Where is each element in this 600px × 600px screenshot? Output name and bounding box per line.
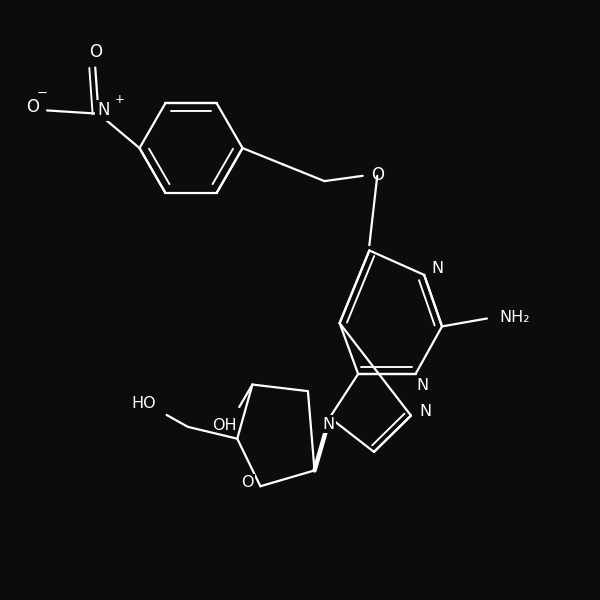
Text: N: N bbox=[431, 261, 443, 276]
Text: O: O bbox=[89, 43, 103, 61]
Text: O: O bbox=[371, 166, 384, 184]
Text: OH: OH bbox=[212, 418, 236, 433]
Text: O: O bbox=[26, 98, 39, 116]
Text: N: N bbox=[322, 416, 334, 431]
Text: N: N bbox=[97, 101, 109, 119]
Text: +: + bbox=[115, 93, 125, 106]
Text: N: N bbox=[416, 379, 428, 394]
Text: −: − bbox=[37, 87, 48, 100]
Text: NH₂: NH₂ bbox=[499, 310, 530, 325]
Text: HO: HO bbox=[131, 395, 156, 410]
Text: N: N bbox=[419, 404, 431, 419]
Text: O: O bbox=[241, 475, 253, 490]
